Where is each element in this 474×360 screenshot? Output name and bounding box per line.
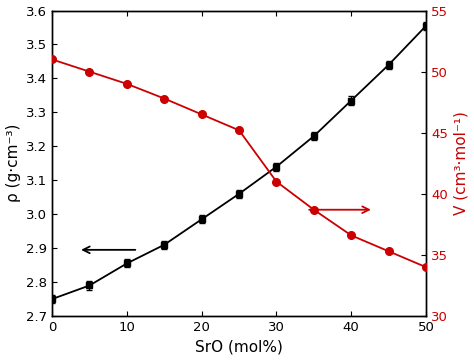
Y-axis label: ρ (g·cm⁻³): ρ (g·cm⁻³) <box>6 124 20 202</box>
X-axis label: SrO (mol%): SrO (mol%) <box>195 339 283 355</box>
Y-axis label: V (cm³·mol⁻¹): V (cm³·mol⁻¹) <box>454 111 468 215</box>
